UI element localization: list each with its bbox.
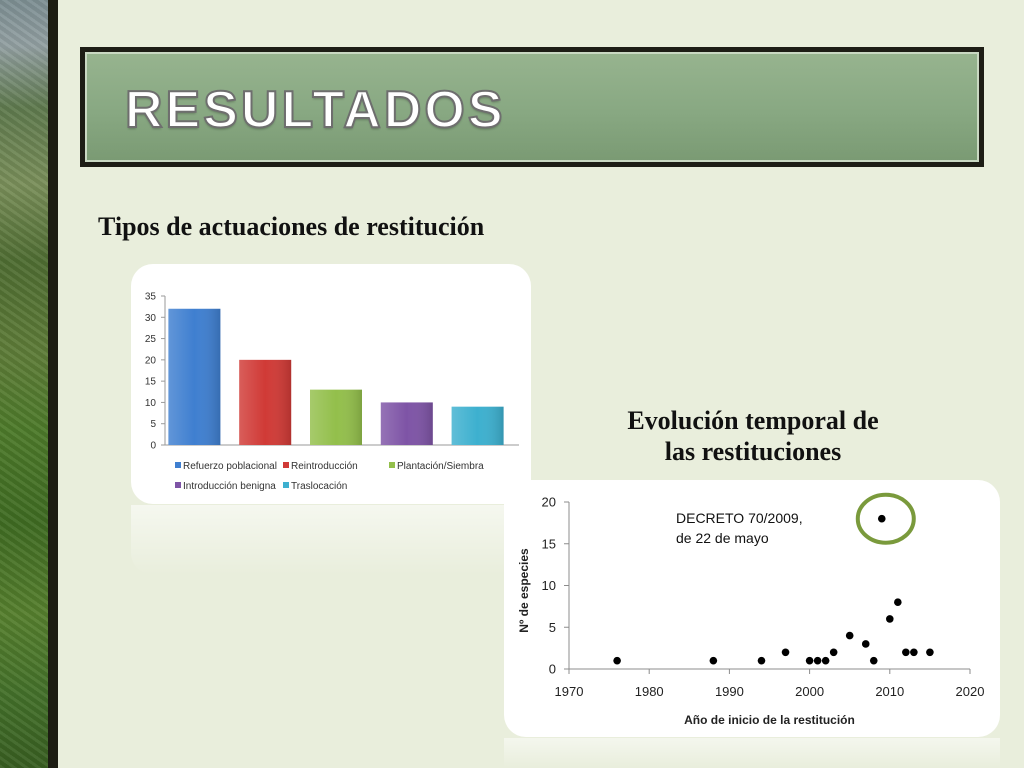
legend-label-1: Refuerzo poblacional bbox=[183, 461, 277, 472]
bar-y-tick-label: 10 bbox=[145, 398, 157, 409]
bar-shade-2 bbox=[239, 359, 292, 445]
scatter-x-tick-label: 2000 bbox=[795, 684, 824, 699]
scatter-point bbox=[805, 656, 814, 665]
scatter-chart-reflection bbox=[504, 738, 1000, 768]
scatter-point bbox=[902, 648, 910, 657]
bar-y-tick-label: 15 bbox=[145, 377, 157, 388]
landscape-photo-strip bbox=[0, 0, 50, 768]
scatter-heading-line1: Evolución temporal de bbox=[627, 406, 879, 435]
bar-chart: 0 5 10 15 20 25 30 35 Refuerzo poblacional Reintr… bbox=[145, 292, 519, 492]
scatter-x-tick-label: 2020 bbox=[956, 684, 985, 699]
scatter-point bbox=[886, 615, 894, 623]
slide-divider bbox=[48, 0, 58, 768]
scatter-point bbox=[926, 648, 934, 657]
legend-swatch-3 bbox=[389, 462, 395, 468]
bar-y-tick-label: 5 bbox=[150, 419, 156, 430]
legend-label-4: Introducción benigna bbox=[183, 481, 276, 492]
scatter-chart-heading: Evolución temporal de las restituciones bbox=[568, 405, 938, 467]
bar-shade-3 bbox=[310, 389, 362, 445]
annotation-line-2: de 22 de mayo bbox=[676, 530, 769, 546]
bar-y-tick-label: 30 bbox=[145, 313, 157, 324]
legend-label-5: Traslocación bbox=[291, 481, 347, 492]
bar-shade-1 bbox=[168, 308, 221, 445]
scatter-x-tick-label: 1980 bbox=[635, 684, 664, 699]
bar-y-tick-label: 35 bbox=[145, 292, 157, 303]
bar-chart-panel: 0 5 10 15 20 25 30 35 Refuerzo poblacional Reintr… bbox=[131, 264, 531, 504]
scatter-y-tick-label: 0 bbox=[549, 662, 556, 677]
highlight-circle bbox=[855, 492, 916, 545]
scatter-y-axis-label: Nº de especies bbox=[517, 548, 531, 633]
scatter-y-tick-label: 20 bbox=[542, 495, 556, 510]
bar-shade-4 bbox=[380, 402, 433, 445]
legend-swatch-2 bbox=[283, 462, 289, 468]
scatter-point bbox=[821, 656, 830, 665]
scatter-point bbox=[877, 514, 886, 523]
legend-swatch-4 bbox=[175, 482, 181, 488]
scatter-heading-line2: las restituciones bbox=[664, 437, 842, 466]
scatter-chart: 0 5 10 15 20 1970 1980 1990 2000 2010 2020 Año de i… bbox=[517, 492, 985, 727]
legend-label-2: Reintroducción bbox=[291, 461, 358, 472]
bar-chart-reflection bbox=[131, 505, 531, 575]
scatter-point bbox=[613, 656, 621, 665]
bar-chart-heading: Tipos de actuaciones de restitución bbox=[98, 212, 485, 241]
scatter-point bbox=[894, 598, 902, 606]
bar-y-tick-label: 25 bbox=[145, 334, 157, 345]
scatter-point bbox=[829, 648, 838, 657]
scatter-x-tick-label: 2010 bbox=[875, 684, 904, 699]
scatter-x-axis-label: Año de inicio de la restitución bbox=[684, 713, 855, 727]
scatter-point bbox=[845, 631, 854, 640]
scatter-y-tick-label: 10 bbox=[542, 578, 556, 593]
legend-swatch-5 bbox=[283, 482, 289, 488]
scatter-y-tick-label: 5 bbox=[549, 620, 556, 635]
bar-y-tick-label: 20 bbox=[145, 355, 157, 366]
annotation-line-1: DECRETO 70/2009, bbox=[676, 510, 803, 526]
legend-label-3: Plantación/Siembra bbox=[397, 461, 484, 472]
scatter-point bbox=[709, 656, 718, 665]
legend-swatch-1 bbox=[175, 462, 181, 468]
scatter-x-tick-label: 1990 bbox=[715, 684, 744, 699]
slide-title: RESULTADOS bbox=[124, 80, 506, 140]
scatter-point bbox=[861, 640, 870, 648]
bar-y-tick-label: 0 bbox=[150, 441, 156, 452]
scatter-point bbox=[869, 656, 878, 665]
scatter-x-tick-label: 1970 bbox=[555, 684, 584, 699]
scatter-point bbox=[781, 648, 790, 657]
title-banner: RESULTADOS bbox=[80, 47, 984, 167]
scatter-point bbox=[910, 648, 918, 657]
scatter-chart-panel: 0 5 10 15 20 1970 1980 1990 2000 2010 2020 Año de i… bbox=[504, 480, 1000, 737]
scatter-point bbox=[813, 656, 822, 665]
scatter-point bbox=[757, 656, 766, 665]
bar-shade-5 bbox=[451, 406, 504, 445]
scatter-y-tick-label: 15 bbox=[542, 536, 556, 551]
